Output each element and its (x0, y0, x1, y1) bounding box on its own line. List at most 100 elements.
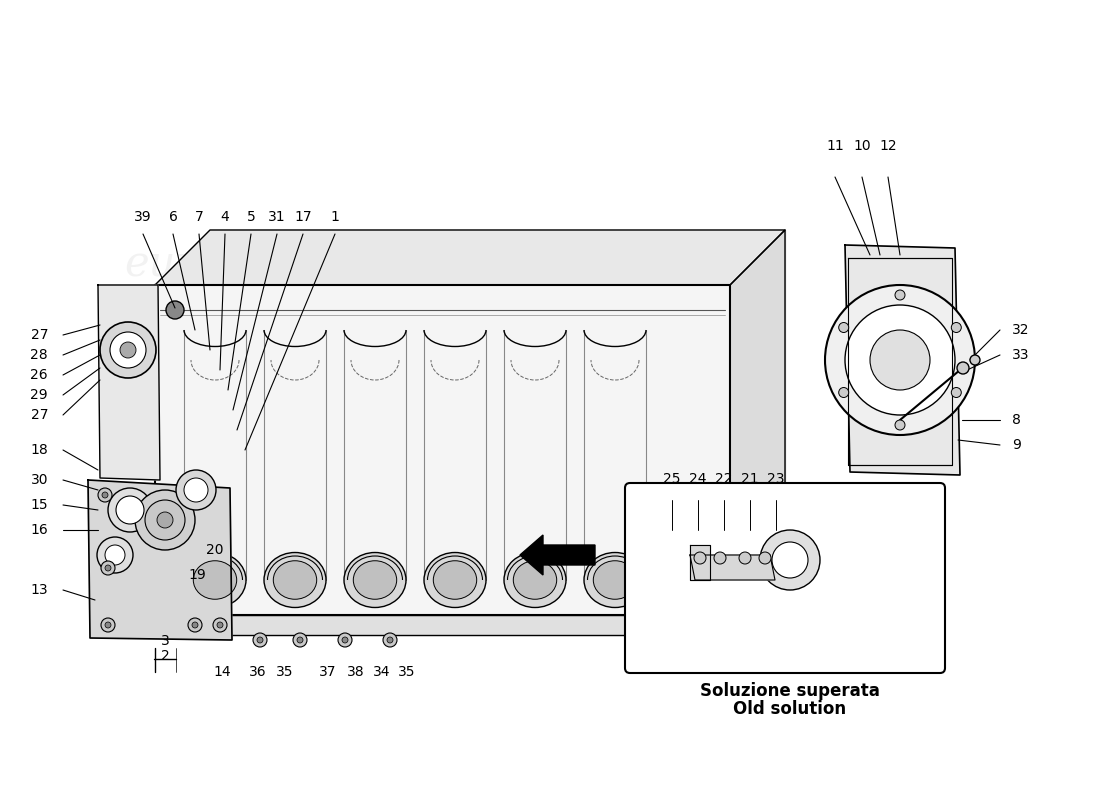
Text: 20: 20 (207, 543, 223, 557)
Circle shape (188, 618, 202, 632)
Text: 19: 19 (188, 568, 206, 582)
Text: eurospares: eurospares (124, 243, 360, 285)
Circle shape (845, 305, 955, 415)
Circle shape (838, 387, 849, 398)
Text: 29: 29 (31, 388, 48, 402)
Text: 6: 6 (168, 210, 177, 224)
Text: 32: 32 (1012, 323, 1030, 337)
Text: eurospares: eurospares (124, 419, 360, 461)
Ellipse shape (344, 553, 406, 607)
Text: eurospares: eurospares (432, 587, 668, 629)
Text: Soluzione superata: Soluzione superata (700, 682, 880, 700)
Circle shape (217, 622, 223, 628)
Polygon shape (155, 230, 785, 285)
Circle shape (759, 552, 771, 564)
Text: 9: 9 (1012, 438, 1021, 452)
Ellipse shape (353, 561, 397, 599)
Ellipse shape (194, 561, 236, 599)
Ellipse shape (184, 553, 246, 607)
Circle shape (895, 290, 905, 300)
Text: 4: 4 (221, 210, 230, 224)
Ellipse shape (593, 561, 637, 599)
Circle shape (739, 552, 751, 564)
Circle shape (760, 530, 820, 590)
Circle shape (104, 565, 111, 571)
Circle shape (772, 542, 808, 578)
Circle shape (838, 322, 849, 333)
Text: 30: 30 (31, 473, 48, 487)
Text: 2: 2 (161, 649, 169, 663)
Polygon shape (690, 555, 776, 580)
Text: 7: 7 (195, 210, 204, 224)
Text: 37: 37 (319, 665, 337, 679)
Circle shape (253, 633, 267, 647)
Circle shape (104, 545, 125, 565)
Text: eurospares: eurospares (124, 587, 360, 629)
Text: 27: 27 (31, 408, 48, 422)
Text: 35: 35 (276, 665, 294, 679)
Circle shape (108, 488, 152, 532)
Ellipse shape (504, 553, 566, 607)
Ellipse shape (424, 553, 486, 607)
Text: 35: 35 (398, 665, 416, 679)
Circle shape (184, 478, 208, 502)
Circle shape (293, 633, 307, 647)
Circle shape (257, 637, 263, 643)
Text: 3: 3 (161, 634, 169, 648)
Polygon shape (88, 480, 232, 640)
Circle shape (104, 622, 111, 628)
Polygon shape (690, 545, 710, 580)
Text: 39: 39 (134, 210, 152, 224)
Text: 1: 1 (331, 210, 340, 224)
Circle shape (100, 322, 156, 378)
Circle shape (145, 500, 185, 540)
Polygon shape (210, 230, 785, 560)
Text: 22: 22 (715, 472, 733, 486)
Text: 12: 12 (879, 139, 896, 153)
Polygon shape (520, 535, 595, 575)
Text: eurospares: eurospares (432, 419, 668, 461)
Circle shape (694, 552, 706, 564)
Ellipse shape (273, 561, 317, 599)
Text: 15: 15 (31, 498, 48, 512)
FancyBboxPatch shape (625, 483, 945, 673)
Circle shape (157, 512, 173, 528)
Circle shape (98, 488, 112, 502)
Ellipse shape (433, 561, 476, 599)
Polygon shape (155, 615, 730, 635)
Text: 25: 25 (663, 472, 681, 486)
Text: 28: 28 (31, 348, 48, 362)
Circle shape (714, 552, 726, 564)
Circle shape (383, 633, 397, 647)
Text: 5: 5 (246, 210, 255, 224)
Circle shape (176, 470, 216, 510)
Text: 16: 16 (31, 523, 48, 537)
Circle shape (338, 633, 352, 647)
Circle shape (192, 622, 198, 628)
Polygon shape (155, 285, 730, 615)
Text: 24: 24 (690, 472, 706, 486)
Circle shape (952, 322, 961, 333)
Text: Old solution: Old solution (734, 700, 847, 718)
Ellipse shape (514, 561, 557, 599)
Circle shape (101, 561, 116, 575)
Circle shape (342, 637, 348, 643)
Circle shape (110, 332, 146, 368)
Text: 13: 13 (31, 583, 48, 597)
Circle shape (825, 285, 975, 435)
Circle shape (297, 637, 302, 643)
Text: 27: 27 (31, 328, 48, 342)
Text: 36: 36 (250, 665, 267, 679)
Circle shape (97, 537, 133, 573)
Text: 14: 14 (213, 665, 231, 679)
Circle shape (135, 490, 195, 550)
Circle shape (970, 355, 980, 365)
Circle shape (101, 618, 116, 632)
Circle shape (870, 330, 930, 390)
Circle shape (957, 362, 969, 374)
Text: 21: 21 (741, 472, 759, 486)
Text: 10: 10 (854, 139, 871, 153)
Text: 31: 31 (268, 210, 286, 224)
Text: 11: 11 (826, 139, 844, 153)
Ellipse shape (584, 553, 646, 607)
